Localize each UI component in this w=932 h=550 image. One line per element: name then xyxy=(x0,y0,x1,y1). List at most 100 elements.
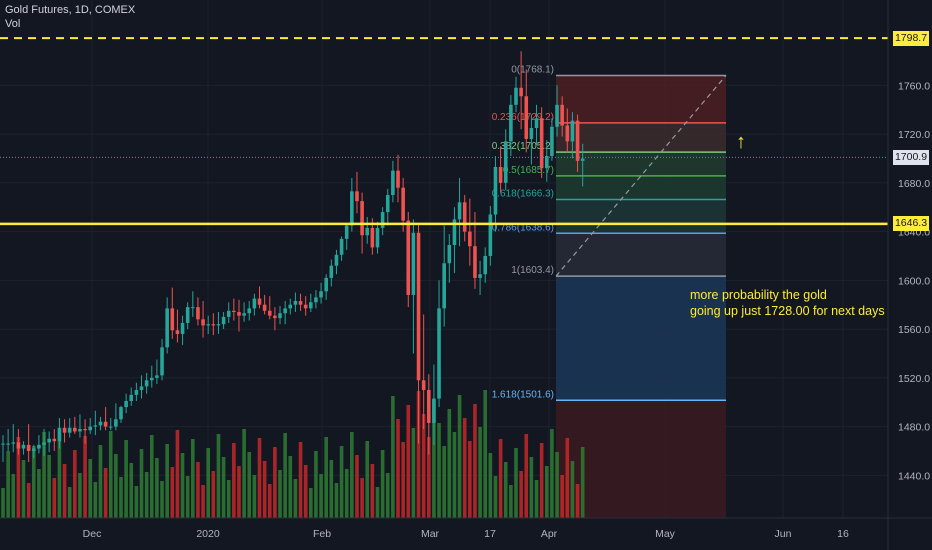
fib-zone xyxy=(556,175,726,200)
candle-body xyxy=(6,443,10,445)
volume-bar xyxy=(452,432,457,518)
candle-body xyxy=(78,429,82,432)
volume-bar xyxy=(462,418,467,518)
candle-body xyxy=(62,427,67,433)
volume-bar xyxy=(370,464,375,518)
x-tick-label: 16 xyxy=(837,528,849,540)
candle-body xyxy=(355,191,359,202)
candle-body xyxy=(539,118,544,169)
candle-body xyxy=(47,438,51,443)
fib-level-label: 0.382(1705.2) xyxy=(492,141,554,152)
volume-bar xyxy=(344,469,349,518)
volume-bar xyxy=(411,428,416,518)
volume-bar xyxy=(201,485,205,518)
volume-bar xyxy=(309,488,313,518)
candle-body xyxy=(88,426,93,431)
candle-body xyxy=(550,126,554,157)
volume-bar xyxy=(114,454,118,518)
volume-bar xyxy=(139,449,144,518)
candle-body xyxy=(11,442,16,444)
volume-bar xyxy=(380,450,385,518)
volume-bar xyxy=(350,432,354,518)
candle-body xyxy=(493,166,498,215)
candle-body xyxy=(534,118,539,128)
candle-body xyxy=(324,277,328,292)
candle-body xyxy=(196,307,200,320)
volume-bar xyxy=(570,461,575,518)
volume-bar xyxy=(88,459,93,518)
horizontal-lines xyxy=(0,37,888,226)
candle-body xyxy=(437,308,441,399)
fib-zone xyxy=(556,152,726,176)
candle-body xyxy=(370,227,375,248)
candle-body xyxy=(93,425,98,427)
y-tick-label: 1520.0 xyxy=(898,373,930,385)
y-tick-label: 1440.0 xyxy=(898,470,930,482)
candle-body xyxy=(483,255,488,275)
candle-body xyxy=(544,156,549,169)
up-arrow-icon: ↑ xyxy=(736,131,746,153)
candle-body xyxy=(421,380,426,391)
volume-label: Vol xyxy=(5,18,21,30)
volume-bar xyxy=(534,480,539,518)
volume-bar xyxy=(129,463,134,518)
volume-bar xyxy=(98,445,103,518)
candle-body xyxy=(26,444,31,451)
candle-body xyxy=(134,390,139,395)
volume-bar xyxy=(555,452,559,518)
volume-bar xyxy=(206,448,210,518)
candle-body xyxy=(529,127,534,139)
candle-body xyxy=(524,96,529,139)
x-tick-label: Apr xyxy=(541,528,558,540)
candle-body xyxy=(273,315,277,319)
fib-zone xyxy=(556,75,726,123)
volume-bar xyxy=(175,430,180,518)
volume-bar xyxy=(457,395,462,518)
candle-body xyxy=(462,202,467,232)
volume-bar xyxy=(396,419,400,518)
chart-title: Gold Futures, 1D, COMEX xyxy=(5,4,136,16)
volume-bar xyxy=(468,441,472,518)
volume-bar xyxy=(324,437,328,518)
candle-body xyxy=(155,375,159,378)
candle-body xyxy=(344,225,349,239)
fib-level-label: 0(1768.1) xyxy=(511,64,554,75)
candle-body xyxy=(247,308,252,314)
volume-bar xyxy=(26,483,31,518)
volume-bar xyxy=(283,433,287,518)
candle-body xyxy=(339,238,344,255)
candle-body xyxy=(31,448,36,451)
candle-body xyxy=(73,427,77,432)
candle-body xyxy=(509,104,513,142)
candle-body xyxy=(350,191,354,226)
volume-bar xyxy=(242,429,246,518)
fib-level-label: 0.5(1685.7) xyxy=(503,165,554,176)
volume-bar xyxy=(67,487,72,518)
candle-body xyxy=(375,227,380,248)
candle-body xyxy=(380,212,385,228)
candle-body xyxy=(180,322,185,334)
candle-body xyxy=(519,87,523,97)
volume-bar xyxy=(180,453,185,518)
candle-body xyxy=(119,407,123,420)
candle-body xyxy=(42,442,46,445)
candle-body xyxy=(232,310,236,313)
fib-zone xyxy=(556,276,726,401)
fib-level-label: 0.786(1638.6) xyxy=(492,222,554,233)
candle-body xyxy=(329,265,334,278)
volume-bar xyxy=(493,476,498,518)
volume-bar xyxy=(391,396,395,518)
candle-body xyxy=(57,427,62,442)
volume-bar xyxy=(149,435,154,518)
candle-body xyxy=(503,141,508,183)
volume-bar xyxy=(170,467,175,518)
volume-bar xyxy=(437,423,441,518)
volume-bar xyxy=(483,390,488,518)
candle-body xyxy=(52,438,57,442)
candle-body xyxy=(401,187,405,221)
volume-bar xyxy=(226,480,231,518)
candle-body xyxy=(314,297,318,303)
y-tick-label: 1720.0 xyxy=(898,129,930,141)
volume-bar xyxy=(329,460,334,518)
